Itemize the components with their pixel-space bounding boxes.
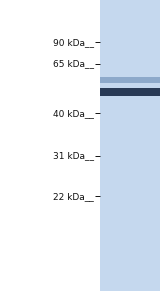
Text: 90 kDa__: 90 kDa__ — [53, 38, 94, 47]
Bar — [100, 88, 160, 96]
Text: 31 kDa__: 31 kDa__ — [53, 151, 94, 160]
Bar — [100, 77, 160, 83]
Text: 40 kDa__: 40 kDa__ — [53, 109, 94, 118]
Bar — [100, 0, 160, 291]
Text: 65 kDa__: 65 kDa__ — [53, 60, 94, 68]
Text: 22 kDa__: 22 kDa__ — [53, 192, 94, 201]
